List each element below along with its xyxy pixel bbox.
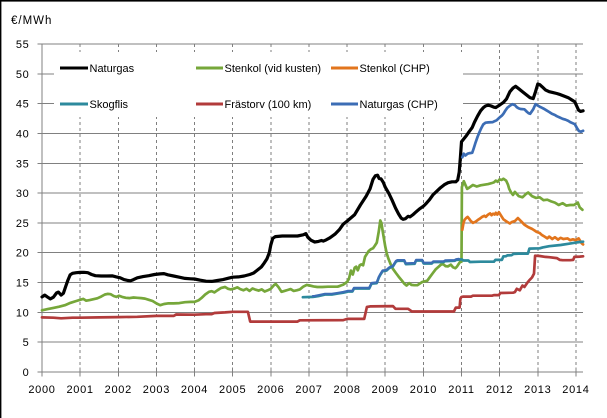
svg-text:Naturgas (CHP): Naturgas (CHP) [360, 99, 438, 111]
svg-text:Skogflis: Skogflis [90, 99, 129, 111]
svg-text:Frästorv (100 km): Frästorv (100 km) [225, 99, 312, 111]
svg-text:2002: 2002 [105, 384, 132, 396]
svg-text:35: 35 [16, 158, 30, 170]
svg-text:15: 15 [16, 278, 30, 290]
svg-text:Stenkol (vid kusten): Stenkol (vid kusten) [225, 63, 322, 75]
svg-text:0: 0 [23, 367, 30, 379]
svg-text:2005: 2005 [219, 384, 246, 396]
svg-text:Stenkol (CHP): Stenkol (CHP) [360, 63, 430, 75]
svg-text:2011: 2011 [448, 384, 474, 396]
svg-text:45: 45 [16, 99, 30, 111]
svg-text:2009: 2009 [372, 384, 399, 396]
svg-text:55: 55 [16, 39, 30, 51]
svg-text:2006: 2006 [257, 384, 284, 396]
svg-text:2007: 2007 [295, 384, 322, 396]
svg-text:2012: 2012 [486, 384, 513, 396]
svg-text:2003: 2003 [143, 384, 170, 396]
svg-text:20: 20 [16, 248, 30, 260]
svg-text:€/MWh: €/MWh [11, 15, 52, 27]
svg-text:10: 10 [16, 307, 30, 319]
svg-text:2013: 2013 [524, 384, 551, 396]
svg-text:Naturgas: Naturgas [90, 63, 135, 75]
svg-text:5: 5 [23, 337, 30, 349]
svg-text:40: 40 [16, 129, 30, 141]
svg-text:2014: 2014 [562, 384, 589, 396]
svg-text:2008: 2008 [333, 384, 360, 396]
svg-text:2004: 2004 [181, 384, 208, 396]
svg-text:2010: 2010 [410, 384, 437, 396]
svg-text:2000: 2000 [28, 384, 55, 396]
svg-text:30: 30 [16, 188, 30, 200]
svg-text:25: 25 [16, 218, 30, 230]
svg-text:2001: 2001 [66, 384, 93, 396]
svg-text:50: 50 [16, 69, 30, 81]
